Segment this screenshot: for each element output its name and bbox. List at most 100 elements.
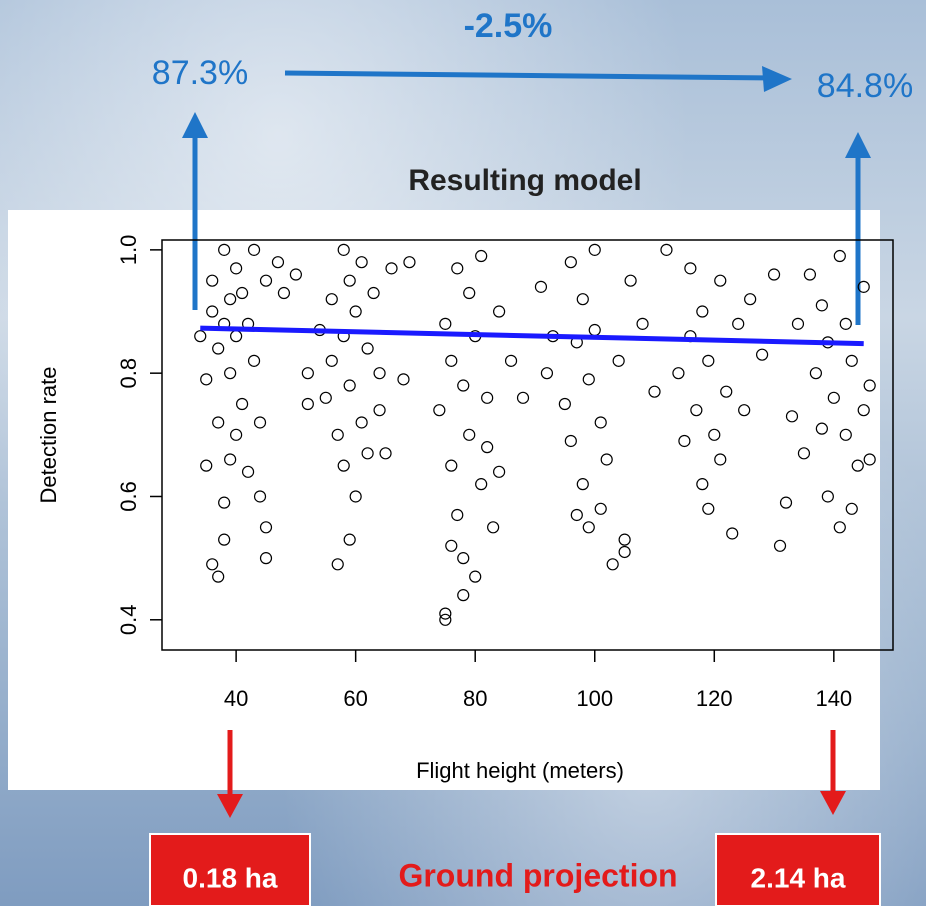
arrow-head: [217, 794, 243, 818]
ground-projection: Ground projection: [398, 857, 677, 893]
data-point: [403, 256, 416, 269]
data-point: [576, 478, 589, 491]
data-point: [696, 478, 709, 491]
data-point: [540, 367, 554, 380]
data-point: [624, 274, 637, 287]
data-point: [481, 391, 494, 404]
data-point: [702, 354, 715, 367]
data-point: [343, 379, 356, 392]
data-point: [564, 256, 577, 269]
data-point: [648, 385, 661, 398]
data-point: [636, 317, 649, 330]
data-point: [845, 354, 858, 367]
data-point: [714, 453, 727, 466]
data-point: [696, 305, 709, 318]
data-point: [385, 262, 398, 275]
data-point: [576, 293, 589, 306]
data-point: [833, 249, 846, 263]
data-point: [863, 379, 876, 392]
data-point: [301, 397, 314, 411]
x-tick-label: 40: [224, 686, 248, 711]
data-point: [235, 286, 249, 300]
data-point: [253, 490, 267, 503]
data-point: [487, 521, 500, 534]
data-point: [660, 243, 673, 256]
data-point: [301, 367, 314, 380]
data-point: [839, 317, 852, 330]
data-point: [702, 502, 715, 515]
data-point: [457, 379, 470, 392]
chart-panel: [8, 210, 880, 790]
data-point: [349, 305, 362, 318]
data-point: [475, 478, 488, 491]
data-point: [833, 521, 846, 534]
arrow-head: [762, 66, 792, 92]
data-point: [212, 416, 225, 429]
data-point: [738, 404, 751, 417]
data-point: [367, 286, 380, 300]
data-point: [218, 243, 231, 256]
data-point: [224, 367, 237, 380]
data-point: [355, 416, 368, 429]
data-point: [253, 416, 267, 429]
data-point: [839, 428, 852, 441]
data-point: [504, 354, 518, 367]
data-point: [726, 527, 739, 540]
data-point: [373, 404, 386, 417]
data-point: [200, 459, 213, 472]
data-point: [851, 459, 864, 472]
data-point: [516, 391, 530, 404]
data-point: [558, 397, 571, 411]
data-point: [235, 397, 249, 411]
data-point: [194, 330, 207, 343]
chart-title: Resulting model: [408, 164, 641, 197]
x-tick-label: 80: [463, 686, 487, 711]
data-point: [821, 490, 834, 503]
data-point: [373, 367, 386, 380]
area-box: [149, 833, 311, 906]
data-point: [206, 274, 219, 287]
data-point: [319, 391, 332, 404]
data-point: [684, 262, 697, 275]
y-tick-label: 1.0: [116, 235, 141, 266]
data-point: [582, 521, 595, 534]
arrow-head: [845, 132, 871, 158]
data-point: [809, 367, 822, 380]
data-point: [247, 243, 261, 256]
data-point: [241, 465, 255, 478]
data-point: [678, 434, 691, 448]
data-point: [289, 268, 302, 281]
data-point: [445, 459, 458, 472]
data-point: [594, 502, 607, 515]
data-point: [588, 243, 601, 256]
data-point: [534, 280, 548, 293]
data-point: [863, 453, 876, 466]
data-point: [672, 367, 685, 380]
data-point: [379, 447, 392, 460]
data-point: [247, 354, 261, 367]
data-point: [218, 533, 231, 546]
data-point: [785, 410, 799, 423]
data-point: [570, 508, 583, 522]
change-arrow: [284, 70, 776, 81]
data-point: [493, 465, 506, 478]
data-point: [767, 268, 781, 281]
data-point: [224, 293, 237, 306]
data-point: [773, 539, 787, 552]
y-tick-label: 0.8: [116, 358, 141, 389]
data-point: [361, 342, 374, 355]
data-point: [756, 348, 769, 361]
y-axis-label: Detection rate: [36, 367, 61, 504]
data-point: [445, 539, 458, 552]
data-point: [224, 453, 237, 466]
end-rate: 84.8%: [817, 67, 913, 105]
data-point: [493, 305, 506, 318]
data-point: [457, 589, 470, 602]
data-point: [230, 428, 243, 441]
data-point: [343, 274, 356, 287]
data-point: [439, 317, 452, 330]
data-point: [732, 317, 745, 330]
data-point: [439, 607, 452, 620]
x-tick-label: 100: [576, 686, 613, 711]
